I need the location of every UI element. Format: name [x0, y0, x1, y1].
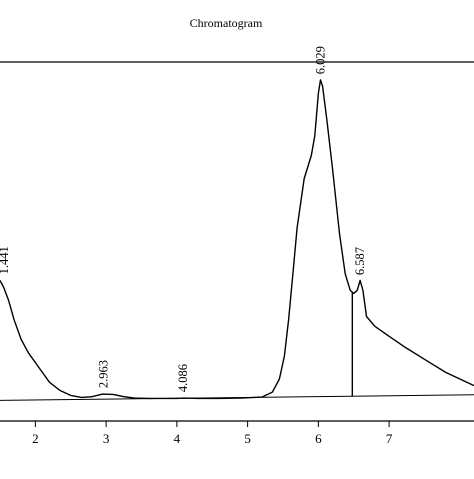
peak-labels: 1.441 2.963 4.086 6.029 6.587 [0, 46, 367, 392]
peak-label: 4.086 [176, 364, 190, 392]
series-layer [0, 79, 474, 400]
x-tick-label: 4 [174, 431, 181, 446]
peak-label: 1.441 [0, 246, 11, 274]
chart-title: Chromatogram [190, 16, 263, 30]
x-axis-ticks: 2 3 4 5 6 7 [32, 421, 393, 446]
x-tick-label: 7 [386, 431, 393, 446]
x-tick-label: 6 [315, 431, 322, 446]
x-tick-label: 3 [103, 431, 110, 446]
peak-label: 6.587 [353, 247, 367, 275]
x-tick-label: 5 [244, 431, 251, 446]
peak-label: 2.963 [97, 360, 111, 388]
x-tick-label: 2 [32, 431, 39, 446]
peak-label: 6.029 [313, 46, 327, 74]
signal-trace [0, 79, 474, 400]
